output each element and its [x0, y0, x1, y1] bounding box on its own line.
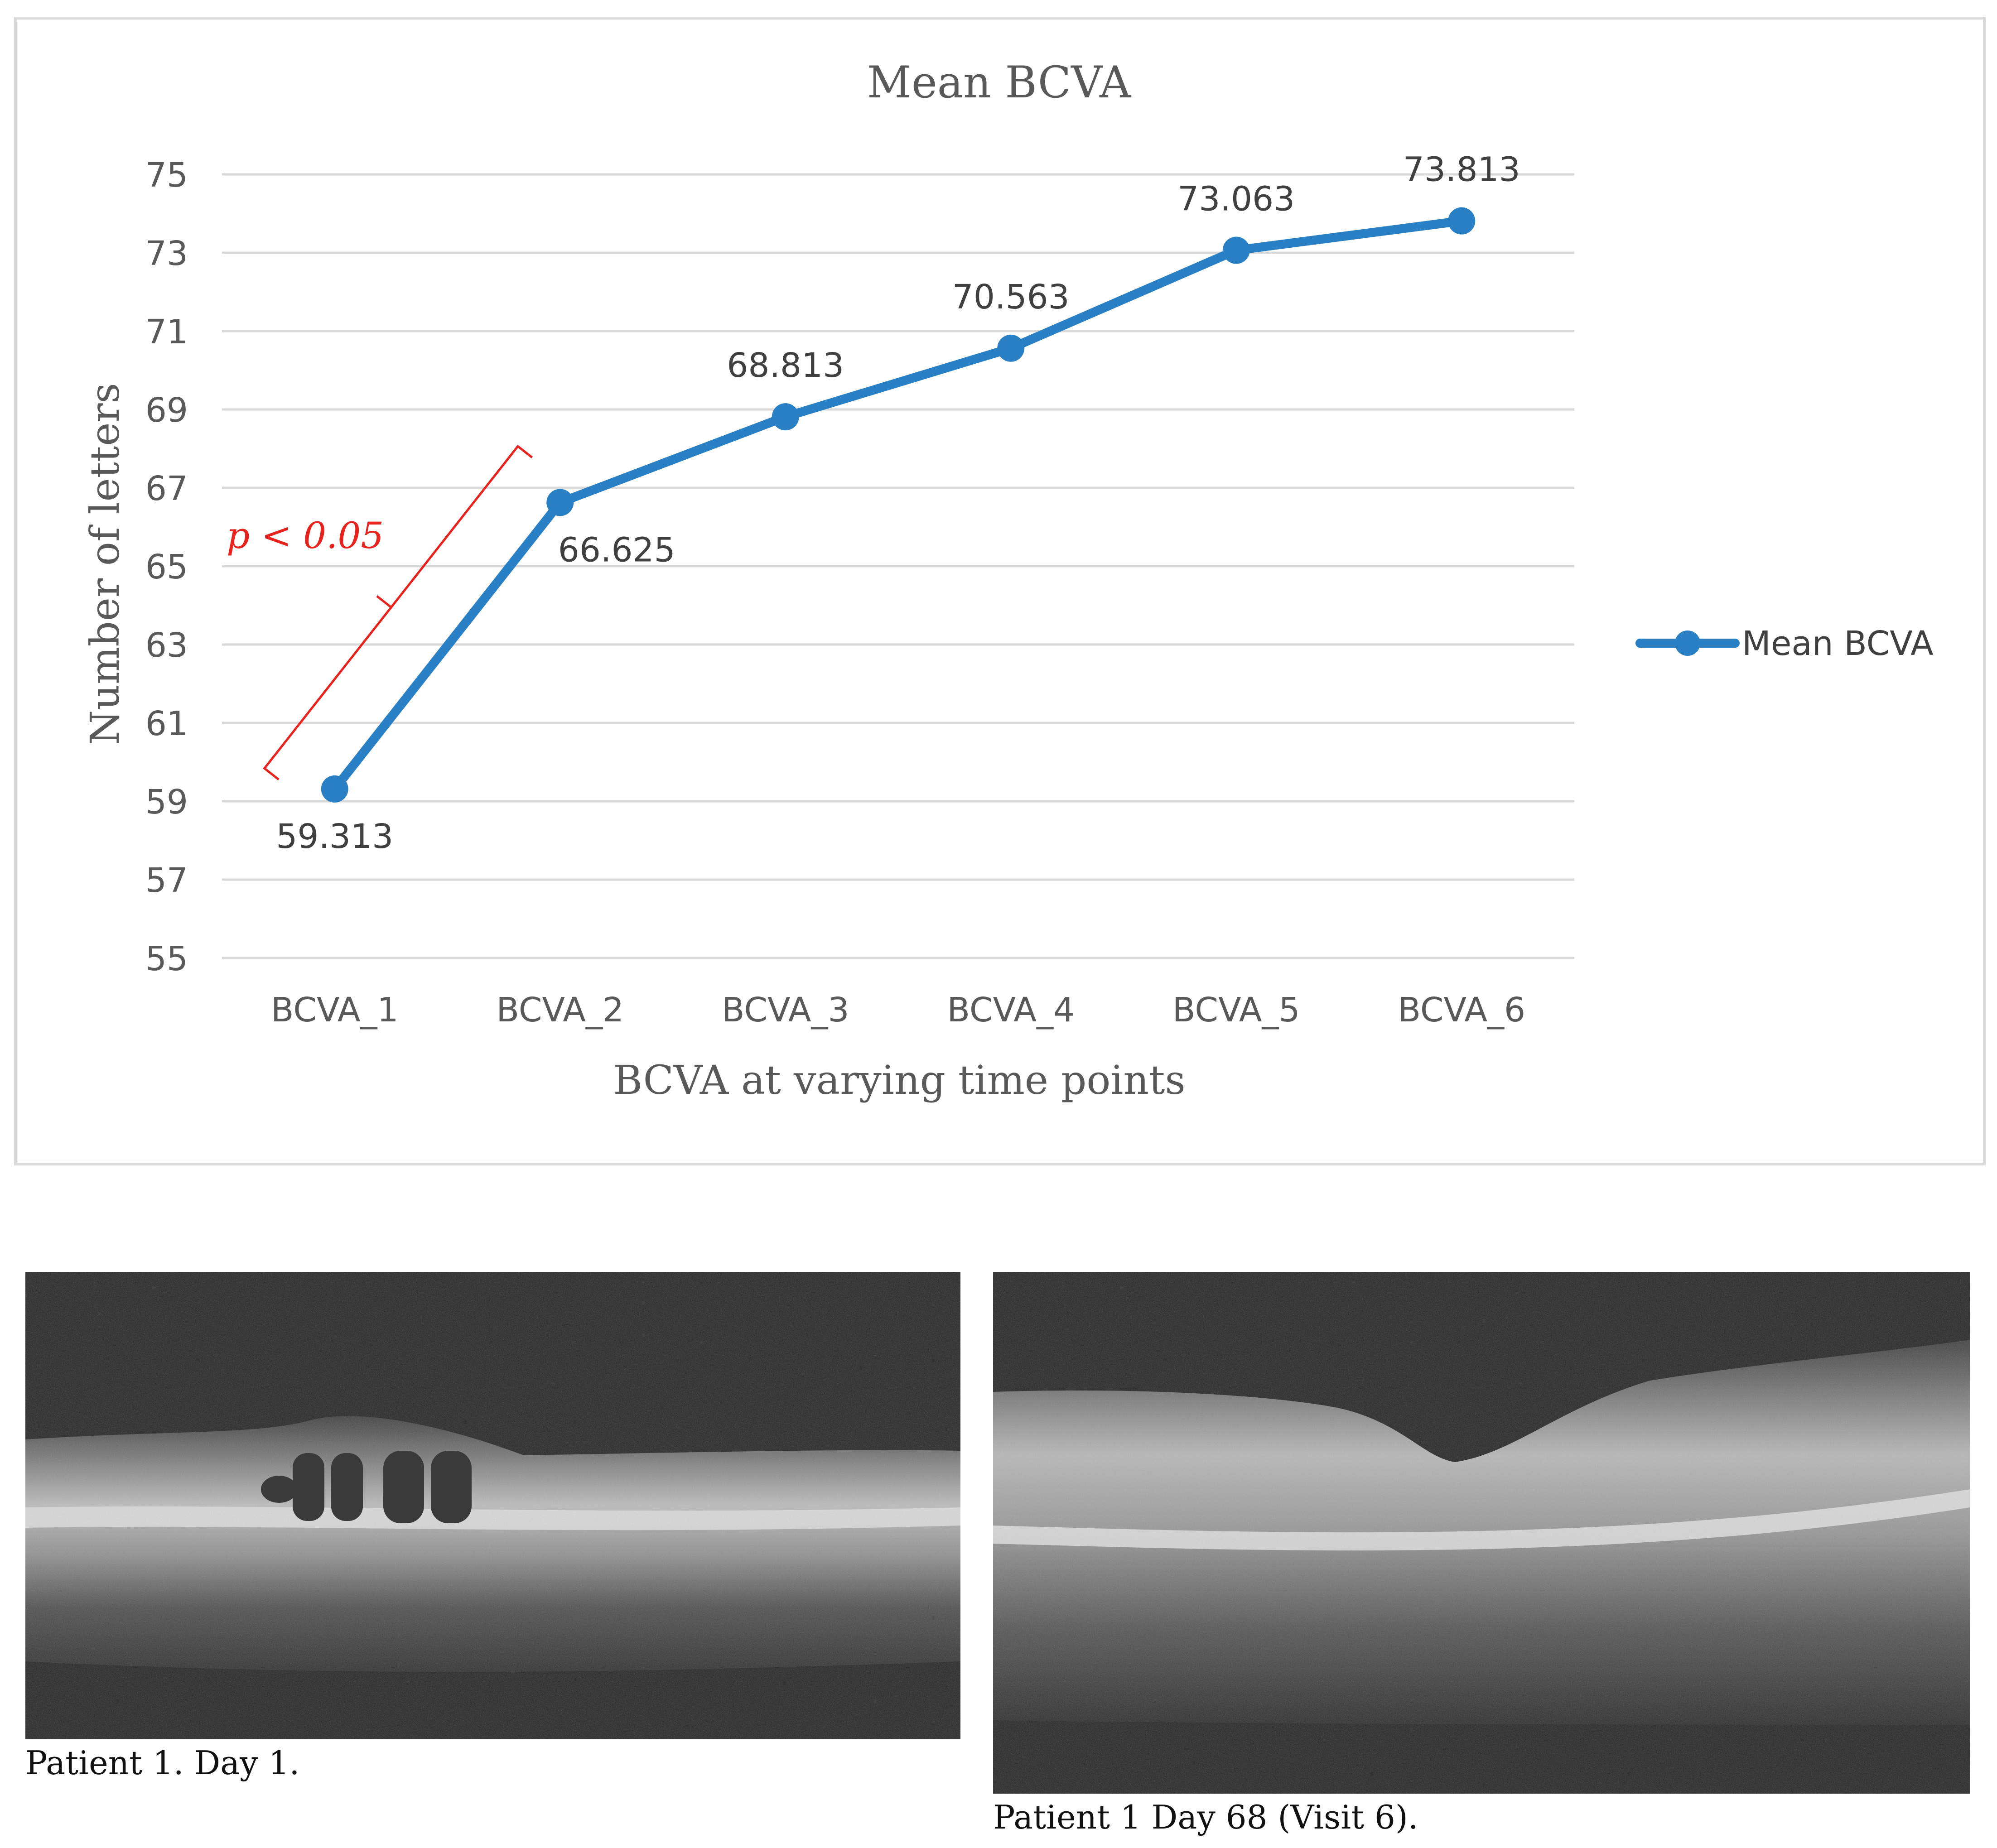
x-tick-label: BCVA_2 — [496, 991, 624, 1030]
data-label: 73.813 — [1403, 150, 1520, 189]
y-tick-label: 75 — [145, 156, 188, 195]
x-axis-label: BCVA at varying time points — [613, 1057, 1185, 1103]
oct-scan-day-68 — [993, 1272, 1970, 1794]
y-tick-label: 67 — [145, 469, 188, 508]
data-point — [321, 775, 348, 803]
retinal-cysts — [261, 1451, 472, 1523]
y-tick-label: 63 — [145, 626, 188, 665]
significance-label: p < 0.05 — [227, 515, 384, 557]
x-tick-label: BCVA_5 — [1172, 991, 1300, 1030]
y-tick-label: 65 — [145, 548, 188, 587]
data-point — [772, 403, 799, 431]
series-line — [331, 216, 1462, 792]
chart-title: Mean BCVA — [867, 57, 1132, 108]
caption-day-68: Patient 1 Day 68 (Visit 6). — [993, 1798, 1418, 1836]
x-axis-ticks: BCVA_1 BCVA_2 BCVA_3 BCVA_4 BCVA_5 BCVA_6 — [271, 991, 1525, 1030]
x-tick-label: BCVA_1 — [271, 991, 399, 1030]
y-tick-label: 69 — [145, 391, 188, 430]
y-axis-label: Number of letters — [82, 383, 128, 745]
data-point — [1222, 236, 1250, 264]
y-axis-ticks: 55 57 59 61 63 65 67 69 71 73 75 — [145, 156, 188, 978]
caption-day-1: Patient 1. Day 1. — [25, 1744, 300, 1782]
data-label: 66.625 — [558, 530, 675, 569]
x-tick-label: BCVA_4 — [947, 991, 1075, 1030]
significance-bracket — [263, 444, 533, 781]
chart-frame — [14, 17, 1986, 1165]
y-tick-label: 55 — [145, 939, 188, 978]
y-tick-label: 73 — [145, 234, 188, 273]
legend-swatch-marker — [1675, 630, 1700, 656]
data-point — [546, 489, 574, 516]
oct-scan-day-1 — [25, 1272, 960, 1739]
data-point — [997, 334, 1025, 362]
gridlines — [222, 173, 1574, 959]
legend: Mean BCVA — [1635, 624, 1934, 663]
y-tick-label: 59 — [145, 783, 188, 822]
legend-entry-mean-bcva: Mean BCVA — [1742, 624, 1934, 663]
data-label: 73.063 — [1177, 180, 1295, 219]
y-tick-label: 71 — [145, 313, 188, 351]
x-tick-label: BCVA_6 — [1398, 991, 1525, 1030]
series-mean-bcva: 59.313 66.625 68.813 70.563 73.063 73.813 — [276, 150, 1520, 856]
data-point — [1448, 207, 1476, 235]
y-tick-label: 61 — [145, 704, 188, 743]
data-label: 59.313 — [276, 817, 393, 856]
data-label: 70.563 — [952, 278, 1070, 317]
y-tick-label: 57 — [145, 861, 188, 900]
significance-annotation: p < 0.05 — [227, 444, 533, 781]
data-label: 68.813 — [727, 346, 844, 385]
x-tick-label: BCVA_3 — [722, 991, 849, 1030]
